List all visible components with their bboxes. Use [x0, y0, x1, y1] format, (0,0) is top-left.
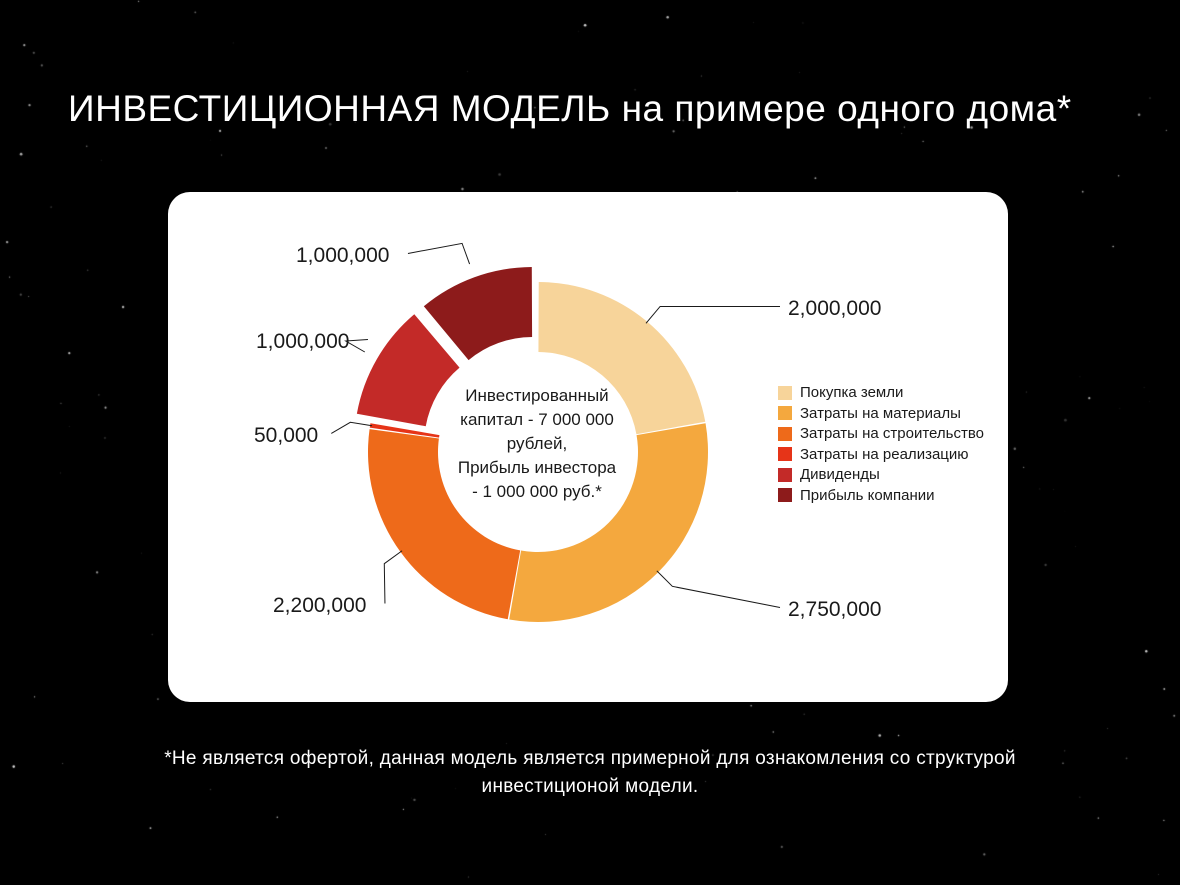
leader-line-5	[408, 243, 470, 264]
legend-swatch-3	[778, 447, 792, 461]
value-label-2: 2,200,000	[273, 594, 366, 618]
legend-label-4: Дивиденды	[800, 465, 880, 485]
legend-label-3: Затраты на реализацию	[800, 445, 969, 465]
legend-item-3: Затраты на реализацию	[778, 445, 984, 465]
legend-label-0: Покупка земли	[800, 383, 903, 403]
center-line-3: Прибыль инвестора	[442, 457, 632, 480]
center-line-0: Инвестированный	[442, 385, 632, 408]
legend-swatch-5	[778, 488, 792, 502]
center-line-1: капитал - 7 000 000	[442, 409, 632, 432]
legend-swatch-1	[778, 406, 792, 420]
footnote: *Не является офертой, данная модель явля…	[0, 745, 1180, 800]
page-title-bold: ИНВЕСТИЦИОННАЯ МОДЕЛЬ	[68, 88, 611, 129]
center-line-4: - 1 000 000 руб.*	[442, 481, 632, 504]
legend-swatch-2	[778, 427, 792, 441]
legend-label-2: Затраты на строительство	[800, 424, 984, 444]
value-label-0: 2,000,000	[788, 297, 881, 321]
value-label-4: 1,000,000	[256, 330, 349, 354]
value-label-5: 1,000,000	[296, 244, 389, 268]
legend-swatch-4	[778, 468, 792, 482]
chart-card: Инвестированный капитал - 7 000 000 рубл…	[168, 192, 1008, 702]
legend-item-1: Затраты на материалы	[778, 404, 984, 424]
legend-swatch-0	[778, 386, 792, 400]
chart-center-text: Инвестированный капитал - 7 000 000 рубл…	[442, 384, 632, 505]
legend-item-2: Затраты на строительство	[778, 424, 984, 444]
chart-legend: Покупка землиЗатраты на материалыЗатраты…	[778, 382, 984, 506]
legend-label-5: Прибыль компании	[800, 486, 935, 506]
legend-item-4: Дивиденды	[778, 465, 984, 485]
page-title-rest: на примере одного дома*	[611, 88, 1072, 129]
value-label-3: 50,000	[254, 424, 318, 448]
leader-line-2	[384, 551, 402, 604]
leader-line-3	[331, 422, 372, 433]
legend-item-5: Прибыль компании	[778, 486, 984, 506]
center-line-2: рублей,	[442, 433, 632, 456]
legend-item-0: Покупка земли	[778, 383, 984, 403]
leader-line-0	[646, 306, 780, 323]
value-label-1: 2,750,000	[788, 598, 881, 622]
page-title: ИНВЕСТИЦИОННАЯ МОДЕЛЬ на примере одного …	[68, 88, 1072, 130]
leader-line-1	[657, 571, 780, 608]
legend-label-1: Затраты на материалы	[800, 404, 961, 424]
